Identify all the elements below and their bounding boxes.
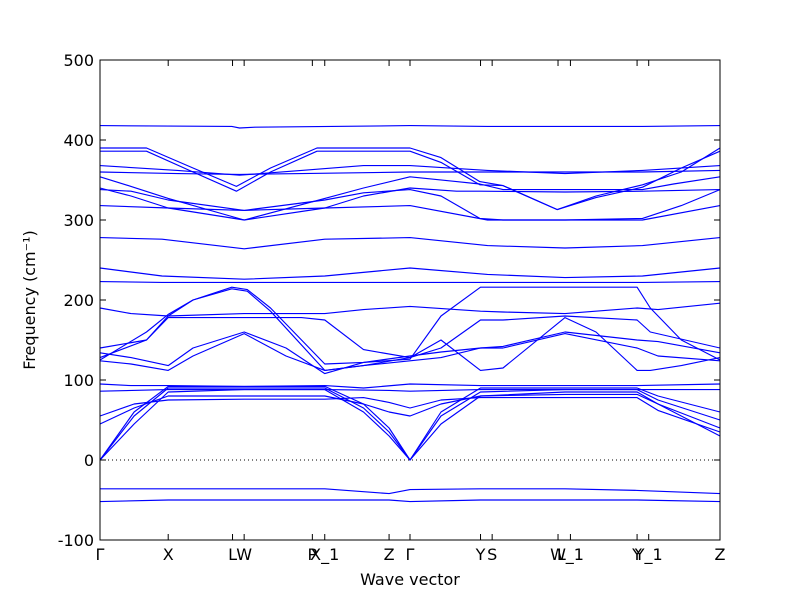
- phonon-band-12: [99, 281, 721, 283]
- x-tick-label: Γ: [96, 545, 105, 564]
- phonon-band-6: [99, 176, 721, 221]
- phonon-band-16: [99, 302, 721, 317]
- x-tick-label: Γ: [406, 545, 415, 564]
- phonon-band-8: [99, 189, 721, 221]
- plot-frame: [99, 59, 721, 541]
- x-tick-label: X_1: [310, 545, 339, 565]
- phonon-band-18: [99, 333, 721, 371]
- phonon-band-25: [99, 389, 720, 392]
- phonon-band-11: [99, 267, 721, 280]
- x-axis-label: Wave vector: [360, 570, 460, 589]
- y-tick-label: 500: [63, 51, 94, 70]
- phonon-band-1: [99, 125, 721, 129]
- x-axis: Γ X L W PX_1 Z Γ Y S WL_1 YY_1 Z: [96, 60, 726, 565]
- phonon-band-3: [100, 150, 721, 211]
- phonon-band-21: [99, 387, 721, 461]
- x-tick-label: Y_1: [634, 545, 663, 565]
- phonon-band-15: [99, 315, 721, 359]
- x-tick-label: L_1: [557, 545, 584, 565]
- phonon-band-7: [99, 187, 721, 221]
- phonon-band-23: [99, 393, 721, 437]
- y-tick-label: 400: [63, 131, 94, 150]
- phonon-band-13: [99, 286, 721, 365]
- y-tick-label: 200: [63, 291, 94, 310]
- x-tick-label: Z: [715, 545, 726, 564]
- x-tick-label: W: [550, 545, 566, 564]
- phonon-band-20: [99, 385, 721, 461]
- phonon-band-5: [99, 169, 721, 175]
- phonon-band-24: [99, 397, 721, 433]
- phonon-band-26: [100, 488, 721, 495]
- y-tick-label: 0: [84, 451, 94, 470]
- x-tick-label: X: [163, 545, 174, 564]
- y-tick-label: -100: [58, 531, 94, 550]
- y-axis-label: Frequency (cm⁻¹): [20, 230, 39, 369]
- plot-area: [99, 125, 721, 503]
- y-tick-label: 100: [63, 371, 94, 390]
- y-axis: -100 0 100 200 300 400 500: [58, 51, 720, 550]
- x-tick-label: Y: [475, 545, 486, 564]
- x-tick-label: S: [487, 545, 497, 564]
- phonon-band-10: [99, 237, 721, 250]
- x-tick-label: Z: [384, 545, 395, 564]
- phonon-band-2: [100, 147, 721, 211]
- phonon-band-19: [99, 383, 721, 389]
- x-tick-label: P: [308, 545, 318, 564]
- phonon-band-22: [99, 389, 721, 461]
- phonon-band-27: [99, 499, 721, 503]
- x-tick-label: L: [228, 545, 237, 564]
- y-tick-label: 300: [63, 211, 94, 230]
- x-tick-label: Y: [631, 545, 642, 564]
- phonon-band-9: [99, 205, 721, 221]
- phonon-band-17: [99, 331, 721, 375]
- x-tick-label: W: [236, 545, 252, 564]
